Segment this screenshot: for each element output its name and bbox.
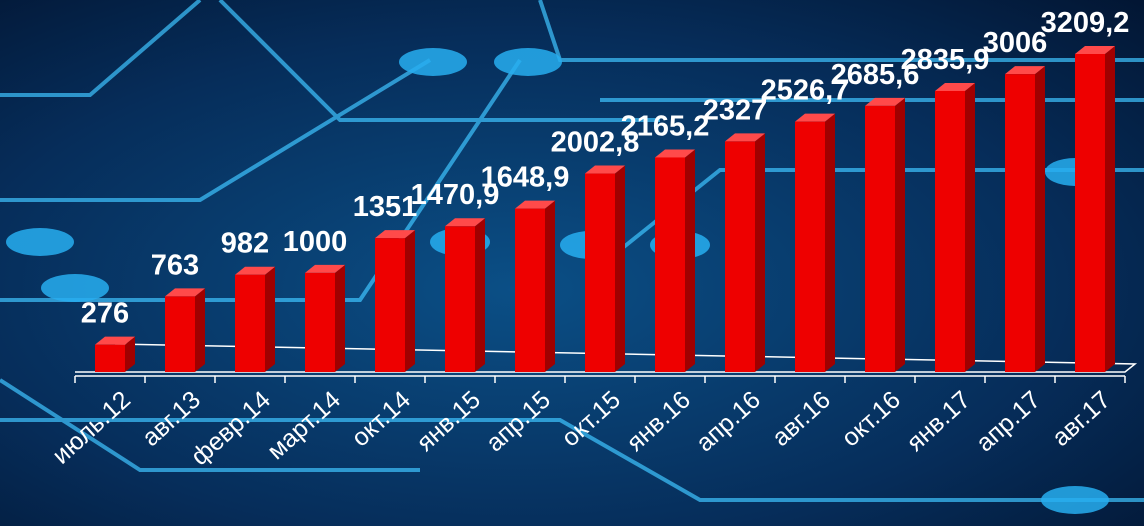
value-label: 1351 [353, 191, 418, 223]
bar-top [305, 264, 345, 273]
bar-front [305, 272, 335, 372]
bar-top [935, 82, 975, 91]
bar-top [865, 97, 905, 106]
bar-top [795, 113, 835, 122]
bar [515, 200, 555, 372]
bar-front [375, 238, 405, 372]
bar [1005, 66, 1045, 373]
bar-front [235, 274, 265, 372]
bar [865, 97, 905, 373]
value-label: 2165,2 [621, 110, 710, 142]
bar-front [865, 105, 895, 373]
value-label: 276 [81, 298, 129, 330]
bar-front [95, 344, 125, 372]
bar [655, 149, 695, 372]
bar [375, 230, 415, 372]
bar [165, 288, 205, 372]
bar-top [95, 336, 135, 345]
bar-top [165, 288, 205, 297]
bar-side [1105, 46, 1115, 372]
bar-side [405, 230, 415, 372]
bar-top [585, 165, 625, 174]
bar-side [475, 218, 485, 372]
bar-side [335, 264, 345, 372]
value-label: 3006 [983, 27, 1048, 59]
bar-side [615, 165, 625, 372]
bar-side [825, 113, 835, 373]
bar-top [725, 133, 765, 142]
bar [445, 218, 485, 372]
value-label: 763 [151, 249, 199, 281]
bar-front [725, 141, 755, 372]
value-label: 2835,9 [901, 44, 990, 76]
bar-top [445, 218, 485, 227]
bar-side [265, 266, 275, 372]
bar-side [195, 288, 205, 372]
value-label: 982 [221, 228, 269, 260]
bar-front [1075, 54, 1105, 372]
bar-front [165, 296, 195, 372]
bar-front [935, 90, 965, 372]
bar [1075, 46, 1115, 372]
bar [795, 113, 835, 373]
value-label: 2685,6 [831, 59, 920, 91]
bar-top [1005, 66, 1045, 75]
value-label: 2526,7 [761, 75, 850, 107]
bar-top [375, 230, 415, 239]
bar-front [1005, 74, 1035, 373]
bar-side [685, 149, 695, 372]
bar-front [795, 121, 825, 373]
bar-top [655, 149, 695, 158]
bar-side [545, 200, 555, 372]
value-label: 2002,8 [551, 127, 640, 159]
bar-side [895, 97, 905, 373]
bar-top [515, 200, 555, 209]
bar [935, 82, 975, 372]
bar-front [445, 226, 475, 372]
bar [95, 336, 135, 372]
value-label: 1470,9 [411, 179, 500, 211]
bar-top [1075, 46, 1115, 54]
bar-front [515, 208, 545, 372]
value-label: 2327 [703, 94, 768, 126]
bar-front [655, 157, 685, 372]
bar-front [585, 173, 615, 372]
value-label: 3209,2 [1041, 7, 1130, 39]
bar [235, 266, 275, 372]
bar [725, 133, 765, 372]
bar-side [1035, 66, 1045, 373]
bar [305, 264, 345, 372]
bar-side [125, 336, 135, 372]
bar-side [755, 133, 765, 372]
bar-top [235, 266, 275, 275]
value-label: 1648,9 [481, 162, 570, 194]
bar [585, 165, 625, 372]
value-label: 1000 [283, 226, 348, 258]
bar-side [965, 82, 975, 372]
